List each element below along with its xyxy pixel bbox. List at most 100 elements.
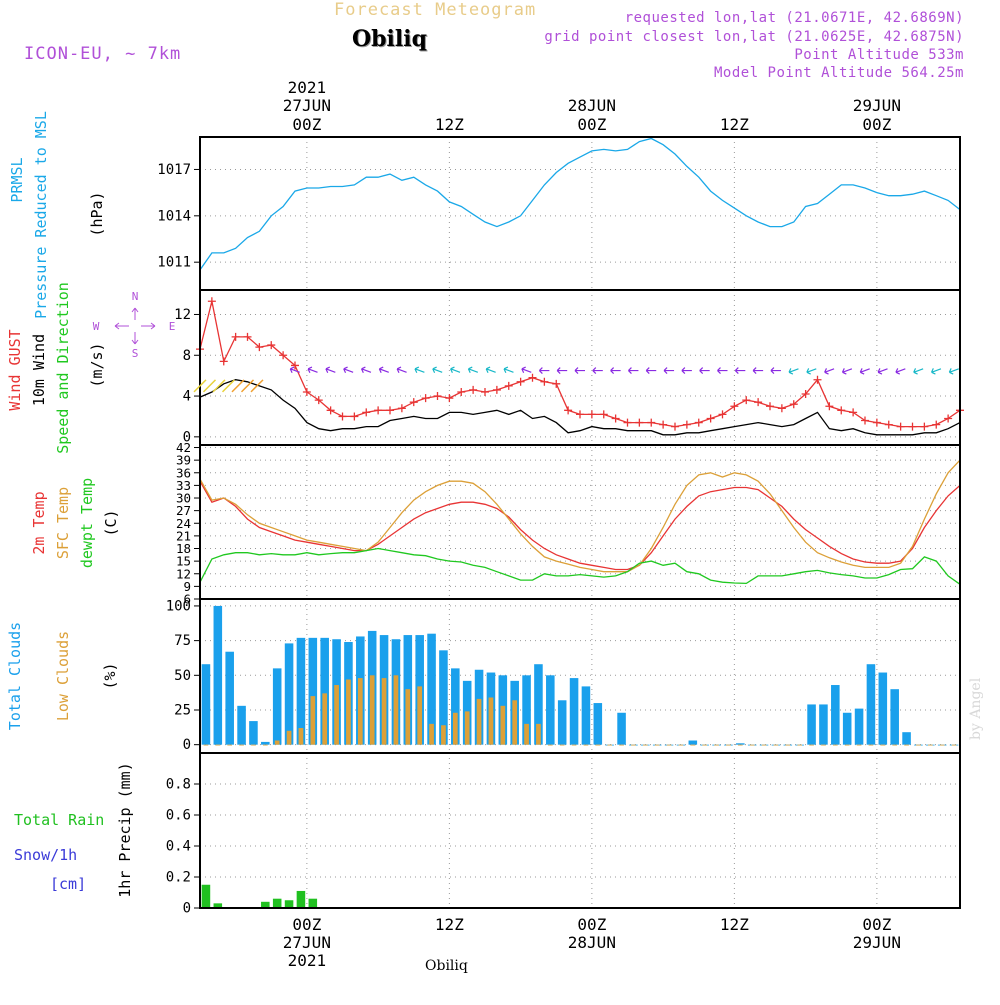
gust-marker bbox=[623, 418, 632, 427]
series-line-2m-temp bbox=[199, 480, 961, 571]
panel-frame bbox=[199, 136, 961, 291]
bar-low-clouds bbox=[821, 744, 826, 746]
bar-total-clouds bbox=[878, 672, 888, 745]
y-tick-label: 1017 bbox=[157, 162, 191, 178]
series-line-pressure bbox=[199, 137, 961, 271]
gust-marker bbox=[267, 341, 276, 350]
gust-marker bbox=[908, 422, 917, 431]
gust-marker bbox=[528, 373, 537, 382]
bar-low-clouds bbox=[512, 700, 518, 745]
y-tick-label: 50 bbox=[174, 668, 191, 684]
gust-marker bbox=[481, 387, 489, 396]
wind-direction-arrow-icon bbox=[289, 366, 300, 373]
bar-low-clouds bbox=[251, 744, 256, 746]
wind-direction-arrow-icon bbox=[414, 366, 425, 373]
bar-total-clouds bbox=[308, 637, 318, 745]
bar-low-clouds bbox=[262, 744, 268, 746]
bar-total-clouds bbox=[249, 721, 258, 745]
wind-gust-label: Wind GUST bbox=[6, 329, 24, 410]
y-tick-label: 6 bbox=[183, 592, 191, 607]
wind-direction-arrow-icon bbox=[877, 368, 888, 375]
bar-total-rain bbox=[213, 903, 223, 908]
top-time-label: 12Z bbox=[720, 115, 749, 134]
y-tick-label: 9 bbox=[183, 579, 191, 594]
wind-direction-arrow-icon bbox=[343, 366, 354, 373]
wind-unit: (m/s) bbox=[88, 342, 106, 387]
gust-marker bbox=[718, 410, 727, 419]
bar-total-clouds bbox=[261, 741, 270, 745]
wind-streak-icon bbox=[221, 379, 236, 393]
pressure-label: PRMSL bbox=[8, 157, 26, 202]
bar-low-clouds bbox=[441, 725, 446, 745]
wind-streak-icon bbox=[212, 379, 226, 393]
gust-marker bbox=[445, 394, 454, 403]
bar-low-clouds bbox=[916, 744, 921, 746]
wind-direction-arrow-icon bbox=[681, 367, 692, 374]
y-tick-label: 0.2 bbox=[166, 870, 191, 886]
gust-marker bbox=[801, 390, 810, 399]
y-tick-label: 75 bbox=[174, 633, 191, 649]
gust-marker bbox=[599, 410, 608, 419]
series-line-dewpt-temp bbox=[199, 547, 961, 585]
bottom-date-label: 29JUN bbox=[853, 933, 901, 952]
bottom-time-label: 12Z bbox=[435, 915, 464, 934]
gust-marker bbox=[635, 418, 644, 427]
compass-w: W bbox=[93, 320, 100, 333]
wind-streak-icon bbox=[193, 379, 207, 393]
y-tick-label: 18 bbox=[176, 541, 191, 556]
y-tick-label: 15 bbox=[176, 554, 191, 569]
gust-marker bbox=[564, 406, 573, 415]
bar-low-clouds bbox=[666, 744, 672, 746]
bar-total-rain bbox=[272, 898, 282, 908]
bar-total-clouds bbox=[427, 633, 436, 745]
gust-marker bbox=[789, 400, 798, 409]
wind-direction-arrow-icon bbox=[467, 366, 479, 373]
total-clouds-label: Total Clouds bbox=[6, 622, 24, 730]
bar-low-clouds bbox=[631, 744, 636, 746]
gust-marker bbox=[279, 351, 288, 360]
bar-low-clouds bbox=[939, 744, 945, 746]
gust-marker bbox=[647, 418, 656, 427]
bar-total-clouds bbox=[213, 605, 223, 745]
y-tick-label: 0 bbox=[183, 429, 191, 445]
bar-total-clouds bbox=[831, 685, 840, 745]
bar-total-clouds bbox=[237, 705, 246, 745]
gust-marker bbox=[766, 402, 774, 411]
y-tick-label: 30 bbox=[176, 491, 191, 506]
gust-marker bbox=[813, 375, 822, 384]
gust-marker bbox=[849, 408, 858, 417]
y-tick-label: 36 bbox=[176, 465, 191, 480]
bar-low-clouds bbox=[642, 744, 648, 746]
bar-total-clouds bbox=[842, 712, 852, 745]
wind-direction-arrow-icon bbox=[859, 368, 870, 375]
bar-total-clouds bbox=[557, 700, 567, 745]
bar-low-clouds bbox=[571, 744, 577, 746]
requested-location: requested lon,lat (21.0671E, 42.6869N) bbox=[624, 10, 964, 26]
gust-marker bbox=[694, 418, 703, 427]
bar-total-clouds bbox=[534, 664, 543, 745]
bottom-date-label: 27JUN bbox=[283, 933, 331, 952]
low-clouds-label: Low Clouds bbox=[54, 631, 72, 721]
panel-clouds: 0 25 50 75 100 bbox=[166, 598, 961, 754]
bar-total-rain bbox=[201, 884, 211, 908]
wind-direction-arrow-icon bbox=[361, 366, 372, 373]
gust-marker bbox=[302, 387, 311, 396]
bar-low-clouds bbox=[832, 744, 838, 746]
precip-label: 1hr Precip (mm) bbox=[116, 762, 134, 897]
bar-low-clouds bbox=[357, 678, 363, 745]
y-tick-label: 12 bbox=[176, 566, 191, 581]
bar-total-clouds bbox=[569, 678, 579, 745]
wind-direction-arrow-icon bbox=[895, 368, 906, 375]
point-altitude: Point Altitude 533m bbox=[794, 47, 964, 63]
bar-low-clouds bbox=[417, 686, 423, 745]
bottom-date-label: 28JUN bbox=[568, 933, 616, 952]
gust-marker bbox=[243, 332, 252, 341]
gust-marker bbox=[504, 381, 513, 390]
bottom-time-label: 00Z bbox=[862, 915, 891, 934]
bar-low-clouds bbox=[381, 678, 387, 745]
bar-low-clouds bbox=[452, 712, 458, 745]
bar-low-clouds bbox=[298, 728, 304, 745]
bar-low-clouds bbox=[904, 744, 909, 746]
wind-direction-arrow-icon bbox=[806, 368, 817, 375]
